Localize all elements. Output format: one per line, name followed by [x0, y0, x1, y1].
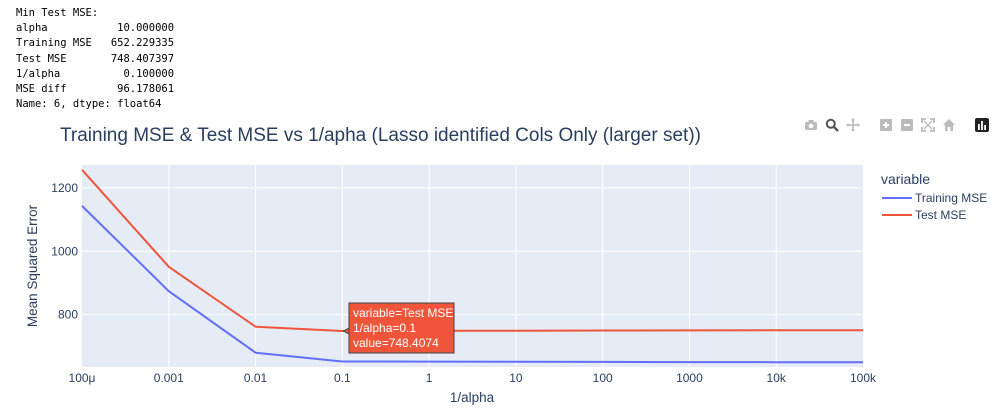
x-tick-label: 1 [426, 371, 433, 385]
console-line: MSE diff 96.178061 [16, 83, 175, 96]
legend-item-training-mse[interactable]: Training MSE [882, 191, 987, 205]
hover-pointer [342, 327, 350, 335]
x-tick-label: 0.001 [154, 371, 184, 385]
y-tick-label: 1000 [51, 244, 78, 258]
home-icon [942, 119, 955, 131]
x-axis-ticks: 100μ 0.001 0.01 0.1 1 10 100 1000 10k 100k [69, 371, 877, 385]
zoom-out-button[interactable] [897, 116, 916, 134]
download-plot-button[interactable] [801, 116, 820, 134]
console-line: Test MSE 748.407397 [16, 52, 175, 65]
autoscale-icon [920, 118, 935, 132]
x-tick-label: 100k [850, 371, 877, 385]
console-line: Training MSE 652.229335 [16, 37, 175, 50]
x-tick-label: 100μ [69, 371, 96, 385]
series-line-training-mse[interactable] [81, 205, 863, 364]
x-axis-label: 1/alpha [450, 390, 495, 405]
zoom-out-icon [900, 119, 913, 131]
zoom-icon [825, 118, 839, 132]
console-output: Min Test MSE: alpha 10.000000 Training M… [16, 6, 174, 112]
y-axis-label: Mean Squared Error [25, 204, 40, 327]
autoscale-button[interactable] [918, 116, 937, 134]
grid-lines [82, 165, 863, 367]
x-tick-label: 0.01 [244, 371, 268, 385]
modebar [801, 116, 991, 134]
legend-title: variable [881, 171, 930, 187]
zoom-button[interactable] [822, 116, 841, 134]
reset-axes-button[interactable] [939, 116, 958, 134]
hover-tooltip: variable=Test MSE 1/alpha=0.1 value=748.… [342, 302, 455, 354]
y-axis-ticks: 800 1000 1200 [51, 181, 78, 322]
legend-label-test-mse: Test MSE [915, 208, 966, 222]
console-line: 1/alpha 0.100000 [16, 67, 175, 80]
chart-title: Training MSE & Test MSE vs 1/apha (Lasso… [60, 125, 701, 146]
console-line: Name: 6, dtype: float64 [16, 98, 162, 111]
x-tick-label: 0.1 [334, 371, 351, 385]
pan-icon [845, 118, 860, 132]
x-tick-label: 10k [767, 371, 787, 385]
hover-line-x: 1/alpha=0.1 [353, 321, 416, 335]
plotly-logo-button[interactable] [972, 116, 991, 134]
hover-line-variable: variable=Test MSE [353, 306, 453, 320]
x-tick-label: 1000 [676, 371, 703, 385]
series-lines [81, 169, 863, 364]
legend: variable Training MSE Test MSE [881, 171, 987, 222]
x-tick-label: 10 [509, 371, 523, 385]
camera-icon [804, 120, 817, 130]
series-line-test-mse[interactable] [81, 169, 863, 332]
hover-line-value: value=748.4074 [353, 336, 439, 350]
plotly-logo-icon [974, 118, 989, 132]
zoom-in-icon [879, 119, 892, 131]
legend-label-training-mse: Training MSE [915, 191, 987, 205]
console-line: alpha 10.000000 [16, 22, 175, 35]
x-tick-label: 100 [593, 371, 613, 385]
console-line: Min Test MSE: [16, 7, 99, 19]
legend-item-test-mse[interactable]: Test MSE [882, 208, 966, 222]
hover-box [348, 302, 455, 354]
plot-area[interactable] [82, 165, 863, 367]
zoom-in-button[interactable] [876, 116, 895, 134]
y-tick-label: 1200 [51, 181, 78, 195]
pan-button[interactable] [843, 116, 862, 134]
y-tick-label: 800 [58, 308, 78, 322]
